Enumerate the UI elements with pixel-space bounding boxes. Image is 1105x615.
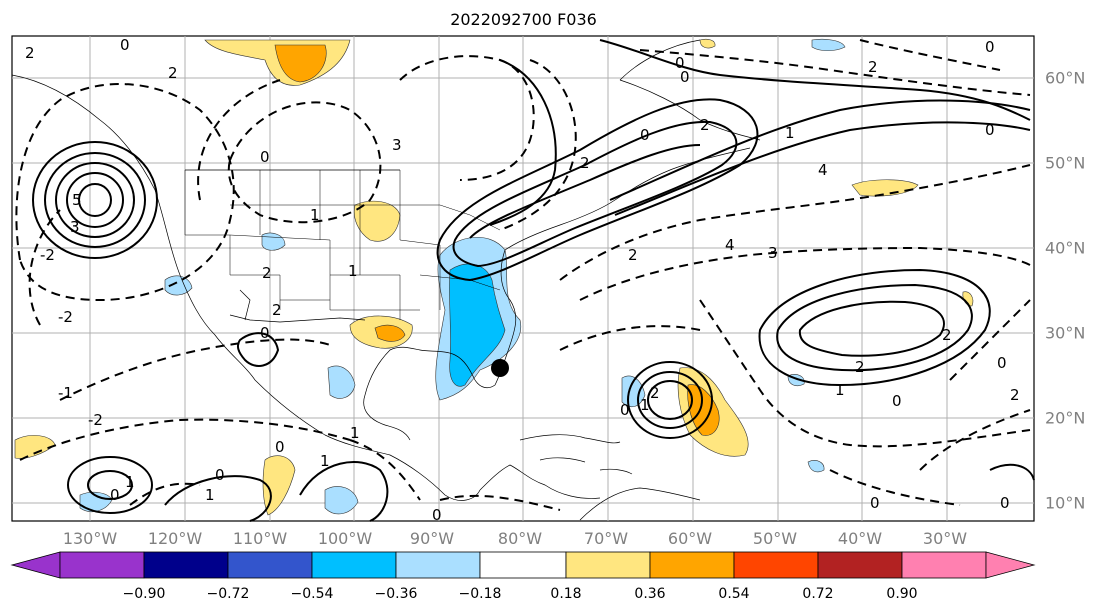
svg-text:1: 1 — [348, 262, 358, 280]
svg-text:1: 1 — [310, 206, 320, 224]
svg-text:2: 2 — [700, 116, 710, 134]
svg-text:0: 0 — [985, 121, 995, 139]
svg-text:1: 1 — [320, 452, 330, 470]
svg-text:4: 4 — [818, 161, 828, 179]
svg-text:2: 2 — [868, 58, 878, 76]
colorbar-tick: 0.90 — [886, 586, 918, 602]
svg-text:3: 3 — [392, 136, 402, 154]
colorbar-tick: −0.18 — [458, 586, 502, 602]
svg-text:0: 0 — [120, 36, 130, 54]
lon-label: 110°W — [232, 529, 288, 548]
colorbar-tick: −0.54 — [290, 586, 334, 602]
svg-text:0: 0 — [892, 392, 902, 410]
lon-label: 90°W — [409, 529, 455, 548]
lat-label: 30°N — [1045, 323, 1086, 343]
coastlines — [11, 39, 761, 521]
svg-text:2: 2 — [942, 326, 952, 344]
colorbar-tick: −0.90 — [122, 586, 166, 602]
svg-text:0: 0 — [432, 506, 442, 524]
lon-label: 120°W — [147, 529, 203, 548]
svg-text:0: 0 — [1000, 494, 1010, 512]
colorbar-tick: 0.36 — [634, 586, 666, 602]
colorbar-tick: 0.54 — [718, 586, 750, 602]
svg-text:2: 2 — [628, 246, 638, 264]
svg-text:0: 0 — [985, 38, 995, 56]
svg-text:3: 3 — [768, 244, 778, 262]
svg-text:0: 0 — [640, 126, 650, 144]
svg-text:2: 2 — [855, 358, 865, 376]
svg-text:2: 2 — [25, 44, 35, 62]
svg-text:-2: -2 — [40, 246, 55, 264]
lon-label: 130°W — [62, 529, 118, 548]
lon-label: 80°W — [497, 529, 543, 548]
svg-text:0: 0 — [260, 148, 270, 166]
colorbar-tick: 0.72 — [802, 586, 834, 602]
state-borders — [184, 170, 501, 320]
svg-text:4: 4 — [725, 236, 735, 254]
svg-text:0: 0 — [110, 486, 120, 504]
colorbar — [10, 551, 1036, 579]
svg-text:1: 1 — [640, 396, 650, 414]
svg-text:1: 1 — [125, 473, 135, 491]
svg-text:0: 0 — [260, 324, 270, 342]
svg-text:0: 0 — [997, 354, 1007, 372]
svg-text:2: 2 — [1010, 386, 1020, 404]
lat-label: 60°N — [1045, 68, 1086, 88]
storm-marker-icon — [491, 359, 509, 377]
svg-text:0: 0 — [870, 494, 880, 512]
svg-text:2: 2 — [168, 64, 178, 82]
svg-text:1: 1 — [350, 424, 360, 442]
svg-text:0: 0 — [275, 438, 285, 456]
contour-labels: 022 53-2 -2-2-1 031 2 12 010 101 010 202 … — [25, 36, 1020, 524]
map-title: 2022092700 F036 — [450, 10, 597, 29]
svg-text:2: 2 — [580, 154, 590, 172]
lat-label: 20°N — [1045, 408, 1086, 428]
svg-text:1: 1 — [835, 381, 845, 399]
svg-text:1: 1 — [205, 486, 215, 504]
dashed-contours — [15, 39, 1031, 511]
svg-text:0: 0 — [675, 54, 685, 72]
lon-label: 60°W — [667, 529, 713, 548]
solid-contours — [32, 39, 1035, 522]
lon-label: 50°W — [752, 529, 798, 548]
svg-text:-2: -2 — [88, 411, 103, 429]
colorbar-tick: 0.18 — [550, 586, 582, 602]
svg-text:2: 2 — [650, 384, 660, 402]
lon-label: 40°W — [837, 529, 883, 548]
svg-text:3: 3 — [70, 218, 80, 236]
svg-text:0: 0 — [215, 466, 225, 484]
colorbar-tick: −0.72 — [206, 586, 250, 602]
lon-label: 100°W — [317, 529, 373, 548]
lat-label: 50°N — [1045, 153, 1086, 173]
svg-text:-2: -2 — [58, 308, 73, 326]
svg-text:2: 2 — [262, 264, 272, 282]
lat-label: 40°N — [1045, 238, 1086, 258]
svg-text:2: 2 — [272, 301, 282, 319]
svg-text:0: 0 — [620, 401, 630, 419]
svg-text:0: 0 — [680, 68, 690, 86]
svg-text:-1: -1 — [58, 384, 73, 402]
svg-text:5: 5 — [72, 191, 82, 209]
lon-label: 30°W — [922, 529, 968, 548]
lat-label: 10°N — [1045, 493, 1086, 513]
svg-text:1: 1 — [785, 124, 795, 142]
lon-label: 70°W — [583, 529, 629, 548]
colorbar-tick: −0.36 — [374, 586, 418, 602]
